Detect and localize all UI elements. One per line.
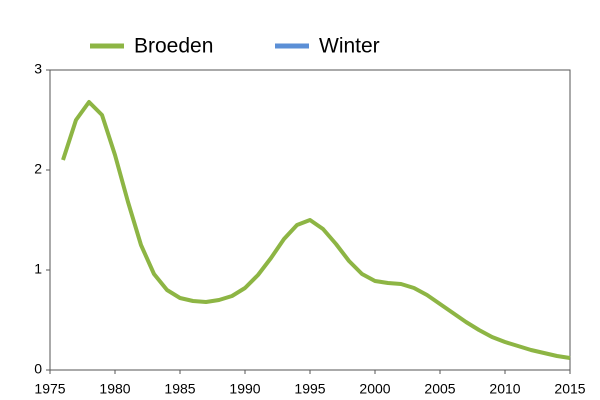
x-tick-label: 2000 xyxy=(359,381,390,397)
legend-text: Broeden xyxy=(134,35,213,58)
x-tick-label: 1995 xyxy=(294,381,325,397)
legend-text: Winter xyxy=(319,35,380,58)
x-tick-label: 2010 xyxy=(489,381,520,397)
x-tick-label: 2015 xyxy=(554,381,585,397)
x-tick-label: 1980 xyxy=(99,381,130,397)
x-tick-label: 1990 xyxy=(229,381,260,397)
y-tick-label: 2 xyxy=(34,161,42,177)
x-tick-label: 1985 xyxy=(164,381,195,397)
x-tick-label: 2005 xyxy=(424,381,455,397)
x-tick-label: 1975 xyxy=(34,381,65,397)
series-line xyxy=(61,100,571,360)
y-tick-label: 1 xyxy=(34,261,42,277)
y-tick-label: 0 xyxy=(34,361,42,377)
y-tick-label: 3 xyxy=(34,61,42,77)
